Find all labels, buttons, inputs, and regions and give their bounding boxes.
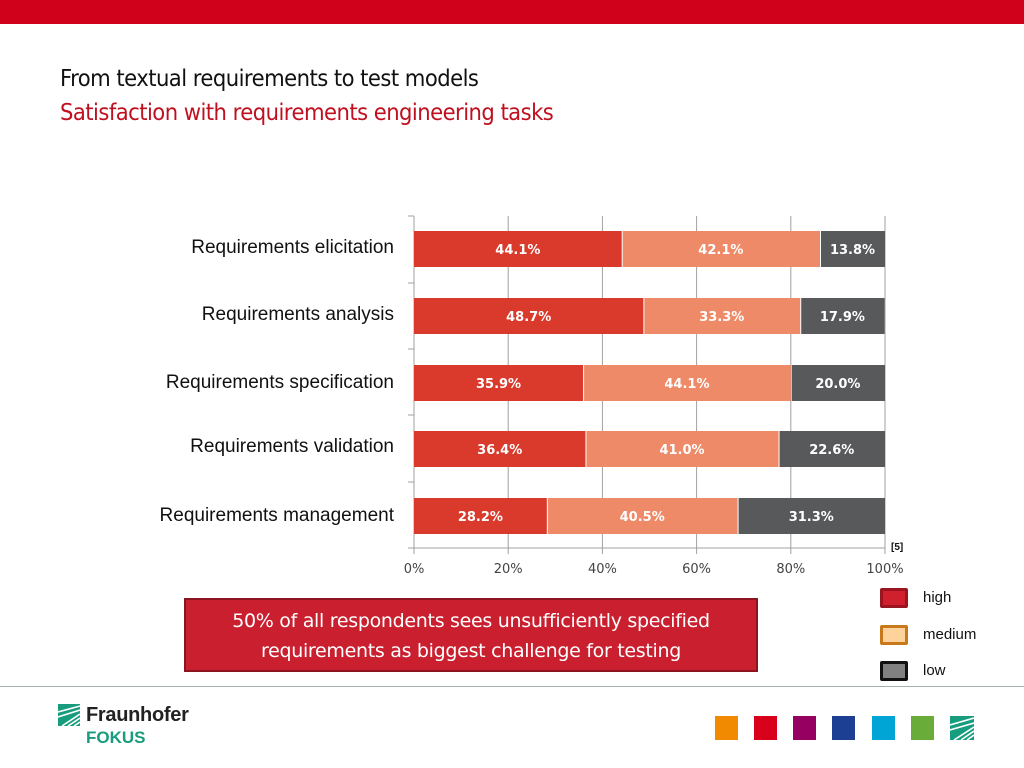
- bar-high: [414, 231, 622, 267]
- data-label: 40.5%: [620, 510, 665, 525]
- bar-medium: [586, 431, 779, 467]
- data-label: 31.3%: [789, 510, 834, 525]
- category-label: Requirements analysis: [201, 304, 394, 325]
- data-label: 28.2%: [458, 510, 503, 525]
- logo-name: Fraunhofer: [86, 704, 189, 726]
- data-label: 42.1%: [698, 243, 743, 258]
- slide-subtitle: Satisfaction with requirements engineeri…: [60, 100, 554, 126]
- bar-low: [791, 365, 885, 401]
- data-label: 41.0%: [659, 443, 704, 458]
- chart-reference: [5]: [891, 542, 904, 553]
- legend-label: medium: [923, 626, 977, 643]
- bar-medium: [644, 298, 801, 334]
- category-label: Requirements management: [159, 505, 394, 526]
- category-label: Requirements specification: [165, 372, 394, 393]
- data-label: 20.0%: [815, 377, 860, 392]
- logo-sub: FOKUS: [86, 728, 146, 747]
- footer-color-square: [832, 716, 855, 740]
- callout-box: 50% of all respondents sees unsufficient…: [184, 598, 758, 672]
- bar-high: [414, 498, 547, 534]
- bar-high: [414, 365, 584, 401]
- x-tick-label: 80%: [776, 562, 805, 577]
- bar-low: [821, 231, 885, 267]
- data-label: 22.6%: [809, 443, 854, 458]
- x-tick-label: 60%: [682, 562, 711, 577]
- legend-swatch: [880, 588, 908, 608]
- x-tick-label: 20%: [494, 562, 523, 577]
- legend-label: low: [923, 662, 946, 679]
- data-label: 48.7%: [506, 310, 551, 325]
- callout-line-1: 50% of all respondents sees unsufficient…: [232, 610, 710, 632]
- legend-swatch: [880, 625, 908, 645]
- legend-swatch: [880, 661, 908, 681]
- bar-medium: [622, 231, 821, 267]
- data-label: 35.9%: [476, 377, 521, 392]
- callout-line-2: requirements as biggest challenge for te…: [260, 640, 682, 662]
- slide-title: From textual requirements to test models: [60, 66, 479, 92]
- footer-color-square: [754, 716, 777, 740]
- data-label: 17.9%: [820, 310, 865, 325]
- bar-low: [738, 498, 885, 534]
- bar-medium: [547, 498, 738, 534]
- footer-divider: [0, 686, 1024, 687]
- data-label: 13.8%: [830, 243, 875, 258]
- data-label: 36.4%: [477, 443, 522, 458]
- x-tick-label: 40%: [588, 562, 617, 577]
- x-tick-label: 100%: [866, 562, 903, 577]
- top-accent-bar: [0, 0, 1024, 24]
- footer-color-square: [911, 716, 934, 740]
- data-label: 44.1%: [664, 377, 709, 392]
- category-label: Requirements validation: [190, 436, 394, 457]
- category-label: Requirements elicitation: [191, 237, 394, 258]
- legend-label: high: [923, 589, 952, 606]
- bar-medium: [584, 365, 791, 401]
- x-tick-label: 0%: [404, 562, 425, 577]
- bar-low: [801, 298, 885, 334]
- bar-low: [779, 431, 885, 467]
- fraunhofer-mark-icon: [950, 716, 974, 740]
- stacked-bar-chart: 0% 20% 40% 60% 80% 100% 44.1% 42.1% 13.8% 48.7% 33…: [404, 215, 904, 577]
- fraunhofer-logo-icon: [58, 704, 80, 726]
- data-label: 44.1%: [495, 243, 540, 258]
- bar-high: [414, 298, 644, 334]
- bar-high: [414, 431, 586, 467]
- footer-color-square: [715, 716, 738, 740]
- data-label: 33.3%: [699, 310, 744, 325]
- footer-color-square: [872, 716, 895, 740]
- footer-color-square: [793, 716, 816, 740]
